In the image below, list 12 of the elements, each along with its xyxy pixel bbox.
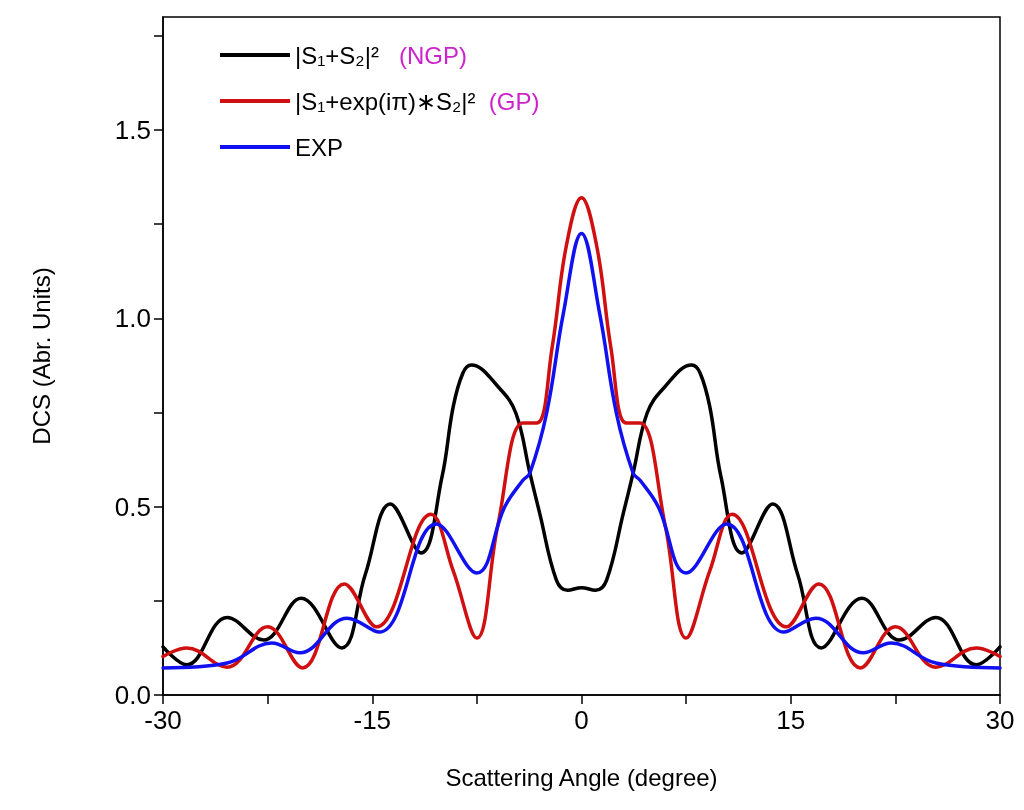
x-axis-title: Scattering Angle (degree) — [445, 763, 718, 791]
legend-label: EXP — [295, 133, 344, 161]
x-tick-label: 15 — [776, 705, 806, 735]
x-tick-label: 30 — [985, 705, 1015, 735]
y-tick-label: 0.5 — [114, 491, 151, 522]
x-tick-label: -15 — [353, 705, 392, 735]
y-tick-label: 1.5 — [114, 115, 151, 145]
y-tick-label: 1.0 — [114, 303, 151, 334]
y-axis-title: DCS (Abr. Units) — [27, 267, 55, 445]
legend-label: |S₁+exp(iπ)∗S₂|² (GP) — [295, 87, 540, 115]
legend-label: |S₁+S₂|² (NGP) — [295, 41, 467, 69]
x-tick-label: 0 — [574, 705, 589, 735]
